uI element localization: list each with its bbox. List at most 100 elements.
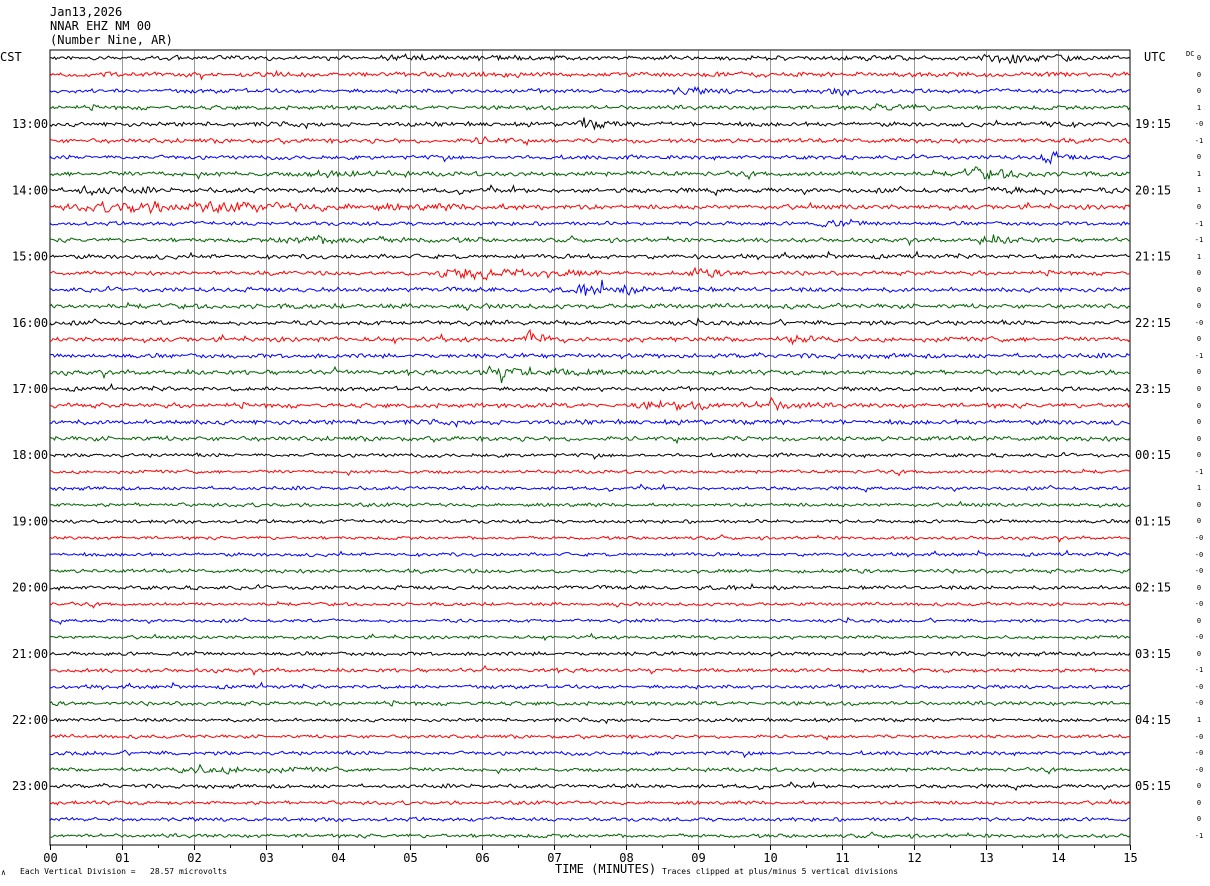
utc-hour-label: 21:15 [1135, 250, 1171, 264]
trace-row-34 [49, 616, 1131, 626]
x-tick-label-11: 11 [835, 851, 849, 865]
dc-offset-value: 0 [1196, 418, 1202, 427]
dc-offset-value: 1 [1196, 716, 1202, 724]
trace-row-8 [49, 184, 1131, 197]
dc-offset-value: 0 [1196, 70, 1202, 79]
trace-row-39 [49, 700, 1131, 707]
trace-row-11 [49, 234, 1131, 247]
utc-hour-label: 02:15 [1135, 581, 1171, 595]
dc-offset-value: 0 [1196, 451, 1202, 460]
cst-hour-label: 22:00 [12, 713, 48, 727]
trace-row-35 [49, 632, 1131, 642]
trace-row-14 [49, 279, 1131, 296]
dc-offset-value: 0 [1196, 368, 1202, 377]
cst-hour-label: 14:00 [12, 183, 48, 197]
dc-offset-value: 1 [1196, 169, 1202, 178]
trace-row-3 [49, 103, 1131, 112]
dc-offset-value: -0 [1194, 633, 1204, 642]
x-tick-label-02: 02 [187, 851, 201, 865]
trace-row-5 [49, 135, 1131, 147]
corner-mark: ∧ [1, 868, 6, 877]
trace-row-27 [49, 500, 1131, 509]
utc-hour-label: 20:15 [1135, 183, 1171, 197]
x-tick-label-14: 14 [1051, 851, 1065, 865]
x-tick-label-13: 13 [979, 851, 993, 865]
dc-offset-value: -0 [1194, 699, 1204, 708]
x-tick-label-01: 01 [115, 851, 129, 865]
dc-offset-value: -0 [1194, 120, 1204, 129]
right-timezone-label: UTC [1144, 50, 1166, 64]
x-tick-label-12: 12 [907, 851, 921, 865]
dc-offset-value: 1 [1196, 252, 1202, 261]
dc-offset-value: -1 [1194, 351, 1204, 360]
dc-offset-value: 0 [1196, 616, 1202, 625]
dc-column-header: DC [1186, 50, 1195, 58]
trace-row-43 [49, 763, 1131, 775]
dc-offset-value: 0 [1196, 500, 1202, 509]
trace-row-28 [49, 518, 1131, 525]
dc-offset-value: 0 [1196, 385, 1202, 393]
dc-offset-value: -1 [1194, 136, 1204, 145]
trace-row-22 [49, 418, 1131, 428]
trace-row-7 [49, 166, 1131, 181]
utc-hour-label: 01:15 [1135, 514, 1171, 528]
utc-hour-label: 04:15 [1135, 713, 1171, 727]
trace-row-25 [49, 468, 1131, 477]
dc-offset-value: -0 [1194, 550, 1204, 559]
trace-row-10 [49, 218, 1131, 228]
x-tick-label-04: 04 [331, 851, 345, 865]
trace-row-17 [49, 328, 1131, 346]
trace-row-32 [49, 582, 1131, 592]
dc-offset-value: 0 [1196, 649, 1202, 658]
dc-offset-value: 1 [1196, 103, 1202, 112]
dc-offset-value: 0 [1196, 782, 1202, 791]
cst-hour-label: 19:00 [12, 514, 48, 528]
cst-hour-label: 18:00 [12, 448, 48, 462]
trace-row-46 [49, 816, 1130, 823]
trace-row-30 [49, 549, 1131, 558]
trace-row-21 [49, 396, 1131, 412]
dc-offset-value: -0 [1194, 600, 1204, 609]
plot-frame [49, 49, 1131, 846]
trace-row-42 [49, 749, 1131, 759]
station-code: NNAR EHZ NM 00 [50, 19, 152, 33]
trace-row-13 [49, 266, 1131, 281]
x-tick-label-15: 15 [1123, 851, 1137, 865]
trace-row-23 [49, 435, 1131, 445]
x-tick-label-03: 03 [259, 851, 273, 865]
x-tick-label-00: 00 [43, 851, 57, 865]
dc-offset-value: 0 [1196, 583, 1202, 592]
utc-hour-label: 19:15 [1135, 117, 1171, 131]
hour-labels: 13:00 19:15 14:00 20:15 15:00 21:15 16:00 22:15… [12, 117, 1171, 793]
x-tick-label-05: 05 [403, 851, 417, 865]
dc-offset-value: 0 [1196, 285, 1202, 294]
trace-row-29 [49, 534, 1131, 543]
dc-offset-value: 0 [1196, 517, 1202, 526]
utc-hour-label: 03:15 [1135, 647, 1171, 661]
utc-hour-label: 22:15 [1135, 316, 1171, 330]
left-timezone-label: CST [0, 50, 22, 64]
dc-offset-value: 0 [1196, 434, 1202, 443]
x-tick-label-08: 08 [619, 851, 633, 865]
trace-row-6 [49, 150, 1131, 165]
dc-offset-value: -0 [1194, 732, 1204, 741]
trace-row-26 [49, 483, 1131, 493]
trace-row-4 [49, 117, 1131, 131]
dc-offset-column: 0 0 0 1 -0 -1 0 1 1 0 -1 -1 1 0 0 0 -0 0 -1 0 0 0 0 0 0 -1 1 0 0 -0 -0… [1188, 0, 1210, 886]
dc-offset-value: -1 [1194, 831, 1204, 840]
trace-row-44 [49, 781, 1131, 792]
dc-offset-value: -1 [1194, 236, 1204, 245]
station-location: (Number Nine, AR) [50, 33, 173, 47]
cst-hour-label: 21:00 [12, 647, 48, 661]
cst-hour-label: 13:00 [12, 117, 48, 131]
trace-row-40 [50, 717, 1131, 725]
clip-note: Traces clipped at plus/minus 5 vertical … [662, 867, 899, 876]
trace-row-47 [49, 831, 1131, 839]
minute-gridlines [49, 49, 1131, 846]
trace-row-37 [49, 664, 1131, 677]
dc-offset-value: 0 [1196, 335, 1202, 344]
cst-hour-label: 15:00 [12, 250, 48, 264]
utc-hour-label: 05:15 [1135, 779, 1171, 793]
utc-hour-label: 00:15 [1135, 448, 1171, 462]
